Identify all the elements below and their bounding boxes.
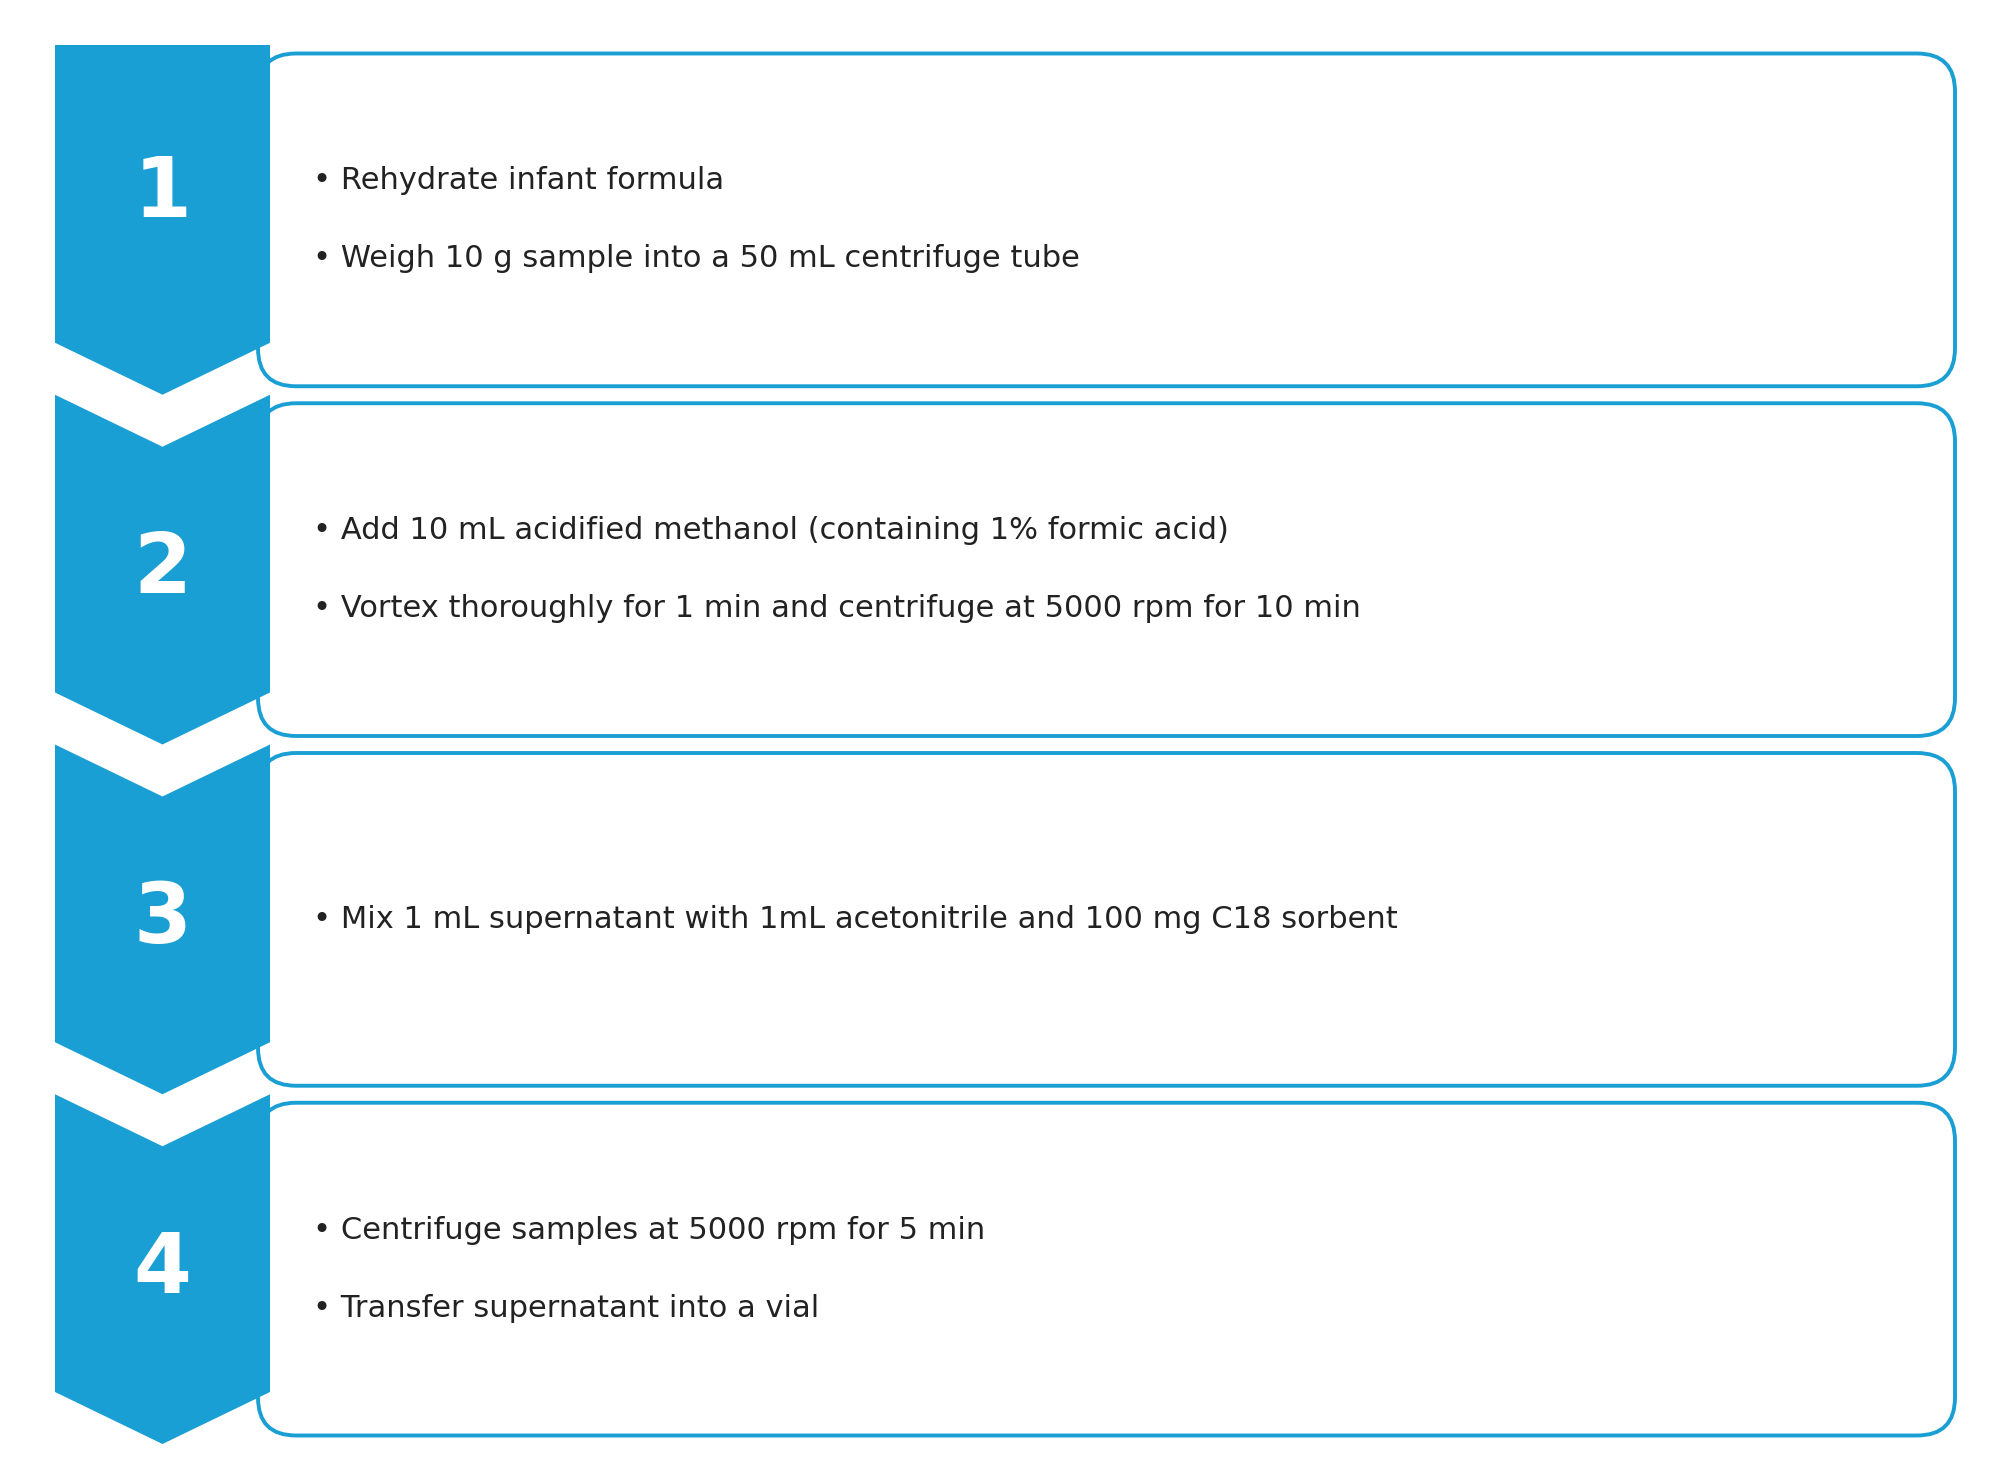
FancyBboxPatch shape (258, 1103, 1954, 1436)
Text: • Rehydrate infant formula: • Rehydrate infant formula (312, 166, 724, 195)
Polygon shape (56, 395, 270, 744)
Text: • Vortex thoroughly for 1 min and centrifuge at 5000 rpm for 10 min: • Vortex thoroughly for 1 min and centri… (312, 595, 1360, 623)
Text: 3: 3 (134, 879, 192, 960)
Text: 2: 2 (134, 529, 192, 611)
Text: 4: 4 (134, 1229, 192, 1309)
Polygon shape (56, 1094, 270, 1444)
Text: 1: 1 (134, 154, 192, 234)
Text: • Mix 1 mL supernatant with 1mL acetonitrile and 100 mg C18 sorbent: • Mix 1 mL supernatant with 1mL acetonit… (312, 905, 1398, 933)
Text: • Weigh 10 g sample into a 50 mL centrifuge tube: • Weigh 10 g sample into a 50 mL centrif… (312, 244, 1080, 274)
FancyBboxPatch shape (258, 753, 1954, 1086)
Text: • Add 10 mL acidified methanol (containing 1% formic acid): • Add 10 mL acidified methanol (containi… (312, 516, 1228, 546)
Polygon shape (56, 744, 270, 1094)
Text: • Transfer supernatant into a vial: • Transfer supernatant into a vial (312, 1294, 820, 1322)
FancyBboxPatch shape (258, 404, 1954, 737)
Polygon shape (56, 44, 270, 395)
Text: • Centrifuge samples at 5000 rpm for 5 min: • Centrifuge samples at 5000 rpm for 5 m… (312, 1216, 986, 1245)
FancyBboxPatch shape (258, 53, 1954, 386)
